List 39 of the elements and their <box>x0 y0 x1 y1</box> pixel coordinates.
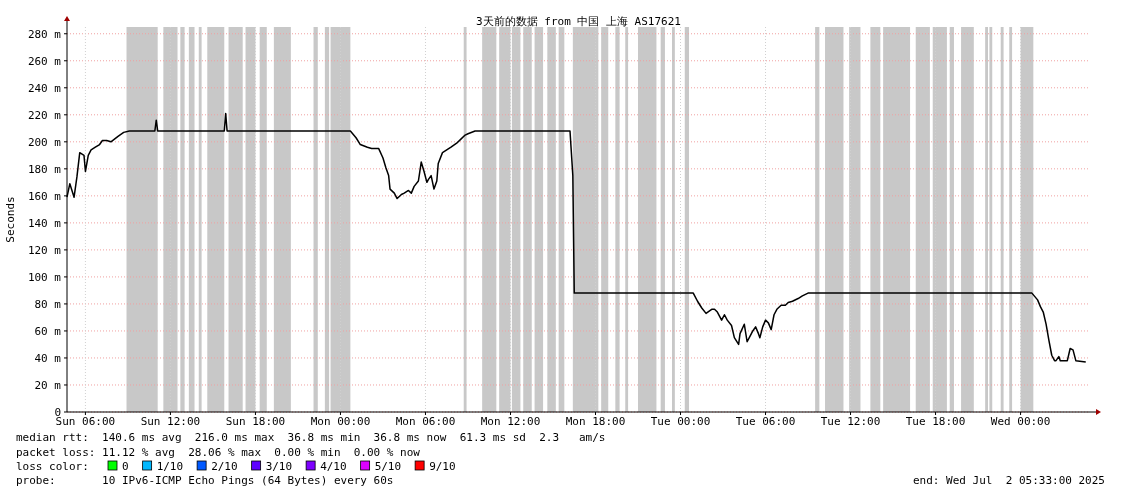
text: 4/10 <box>320 460 347 473</box>
x-tick-label: Tue 18:00 <box>905 415 966 428</box>
text: probe: 10 IPv6-ICMP Echo Pings (64 Bytes) every 60s <box>16 474 394 487</box>
text: end: Wed Jul 2 05:33:00 2025 <box>912 474 1105 487</box>
text: 1/10 <box>156 460 184 473</box>
y-tick-label: 220 m <box>27 108 62 122</box>
x-tick-label: Tue 12:00 <box>820 415 881 428</box>
y-tick-label: 20 m <box>34 378 62 392</box>
x-tick-label: Mon 06:00 <box>395 415 456 428</box>
y-tick-label: 240 m <box>27 81 62 95</box>
text: 2/10 <box>211 460 238 473</box>
y-tick-label: 120 m <box>27 243 62 257</box>
x-tick-label: Tue 00:00 <box>650 415 711 428</box>
text: 9/10 <box>429 460 456 473</box>
text: loss color: <box>16 460 89 473</box>
y-tick-label: 200 m <box>27 135 62 149</box>
y-tick-label: 260 m <box>27 54 62 68</box>
x-tick-label: Sun 12:00 <box>140 415 201 428</box>
y-tick-label: 180 m <box>27 162 62 176</box>
x-tick-label: Mon 00:00 <box>310 415 371 428</box>
y-tick-label: 100 m <box>27 270 62 284</box>
text: 5/10 <box>374 460 402 473</box>
y-tick-label: 280 m <box>27 27 62 41</box>
y-tick-label: 40 m <box>34 351 62 365</box>
y-axis-title: Seconds <box>4 196 17 243</box>
text: packet loss: 11.12 % avg 28.06 % max 0.00 % min 0.00 % now <box>16 446 421 459</box>
y-tick-label: 140 m <box>27 216 62 230</box>
x-tick-label: Sun 18:00 <box>225 415 286 428</box>
x-tick-label: Tue 06:00 <box>735 415 796 428</box>
x-tick-label: Wed 00:00 <box>990 415 1051 428</box>
text: median rtt: 140.6 ms avg 216.0 ms max 36.8 ms min 36.8 ms now 61.3 ms sd 2.3 am/s <box>16 431 606 444</box>
chart-title: 3天前的数据 from 中国 上海 AS17621 <box>476 15 681 28</box>
x-tick-label: Mon 12:00 <box>480 415 541 428</box>
x-tick-label: Mon 18:00 <box>565 415 626 428</box>
y-tick-label: 160 m <box>27 189 62 203</box>
y-tick-label: 80 m <box>34 297 62 311</box>
text: 3/10 <box>265 460 293 473</box>
text: 0 <box>122 460 129 473</box>
y-tick-label: 60 m <box>34 324 62 338</box>
